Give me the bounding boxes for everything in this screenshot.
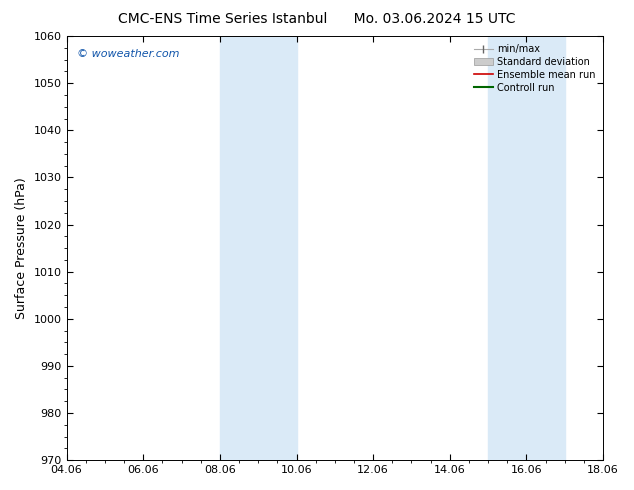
Bar [220,36,297,460]
Legend: min/max, Standard deviation, Ensemble mean run, Controll run: min/max, Standard deviation, Ensemble me… [470,41,598,96]
Text: CMC-ENS Time Series Istanbul      Mo. 03.06.2024 15 UTC: CMC-ENS Time Series Istanbul Mo. 03.06.2… [119,12,515,26]
Text: © woweather.com: © woweather.com [77,49,180,59]
Bar [488,36,565,460]
Y-axis label: Surface Pressure (hPa): Surface Pressure (hPa) [15,177,28,319]
